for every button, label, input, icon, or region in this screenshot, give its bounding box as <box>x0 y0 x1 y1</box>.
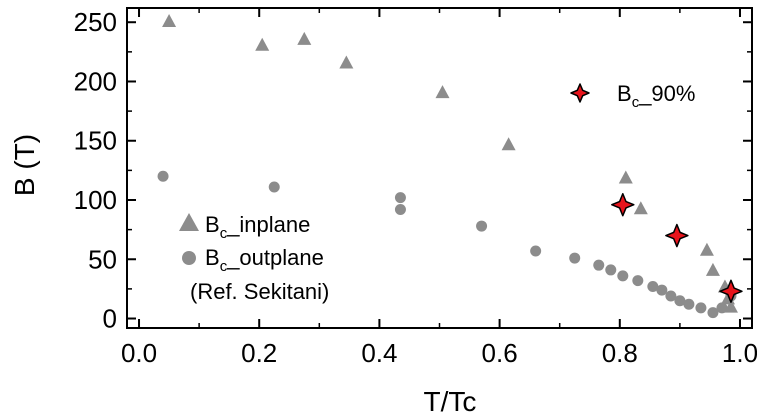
inplane-point <box>501 137 516 151</box>
legend-inplane-sub: c <box>220 225 228 242</box>
y-tick-label: 250 <box>74 7 117 37</box>
bc90-point <box>665 223 689 248</box>
axes: 0.0 0.2 0.4 0.6 0.8 1.0 0 50 100 150 200 250 <box>74 7 757 368</box>
legend-outplane-rest: _outplane <box>226 245 324 270</box>
inplane-point <box>618 170 633 184</box>
x-tick-label: 0.4 <box>361 338 397 368</box>
outplane-point <box>394 192 406 204</box>
inplane-point <box>297 31 312 45</box>
legend-note: (Ref. Sekitani) <box>190 279 329 304</box>
bc90-point <box>611 192 635 217</box>
x-tick-label: 1.0 <box>722 338 757 368</box>
legend-triangle-marker <box>179 213 199 231</box>
legend-star-marker <box>570 83 590 103</box>
inplane-point <box>723 299 738 313</box>
legend-inplane-rest: _inplane <box>226 212 310 237</box>
outplane-point <box>707 307 719 319</box>
inplane-point <box>162 14 177 28</box>
outplane-point <box>617 270 629 282</box>
inplane-point <box>699 242 714 256</box>
outplane-point <box>530 245 542 257</box>
x-tick-label: 0.2 <box>241 338 277 368</box>
y-tick-label: 100 <box>74 185 117 215</box>
legend-circle-marker <box>182 251 196 265</box>
outplane-point <box>674 295 686 307</box>
outplane-point <box>157 170 169 182</box>
outplane-point <box>476 220 488 232</box>
legend-label-inplane: Bc_inplane <box>205 212 310 242</box>
y-tick-label: 200 <box>74 66 117 96</box>
outplane-point <box>593 259 605 271</box>
outplane-point <box>569 252 581 264</box>
legend-bc90-rest: _90% <box>638 81 695 106</box>
outplane-point <box>656 284 668 296</box>
legend-label-outplane: Bc_outplane <box>205 245 324 275</box>
x-tick-label: 0.6 <box>482 338 518 368</box>
y-tick-label: 0 <box>103 304 117 334</box>
outplane-point <box>716 302 728 314</box>
outplane-point <box>632 275 644 287</box>
x-tick-label: 0.0 <box>121 338 157 368</box>
outplane-point <box>394 203 406 215</box>
inplane-point <box>339 55 354 69</box>
x-tick-label: 0.8 <box>602 338 638 368</box>
outplane-point <box>605 264 617 276</box>
legend-inplane-main: B <box>205 212 220 237</box>
inplane-point <box>255 37 270 51</box>
legend-bc90-sub: c <box>632 94 640 111</box>
outplane-point <box>647 281 659 293</box>
x-axis-title: T/Tc <box>424 386 477 416</box>
legend-outplane-sub: c <box>220 258 228 275</box>
legend-label-bc90: Bc_90% <box>617 81 695 111</box>
outplane-point <box>683 298 695 310</box>
inplane-point <box>705 262 720 276</box>
legend-bc90: Bc_90% <box>570 81 695 111</box>
inplane-point <box>633 201 648 215</box>
legend-bc90-main: B <box>617 81 632 106</box>
inplane-point <box>435 85 450 99</box>
outplane-point <box>665 290 677 302</box>
legend-star-shape <box>570 83 590 103</box>
y-tick-label: 50 <box>88 244 117 274</box>
legend-series: Bc_inplane Bc_outplane (Ref. Sekitani) <box>179 212 329 304</box>
legend-outplane-main: B <box>205 245 220 270</box>
y-tick-label: 150 <box>74 126 117 156</box>
bc90-point <box>719 279 743 304</box>
outplane-point <box>695 302 707 314</box>
data-marks <box>157 14 743 319</box>
y-axis-title: B (T) <box>9 134 40 196</box>
outplane-point <box>268 181 280 193</box>
